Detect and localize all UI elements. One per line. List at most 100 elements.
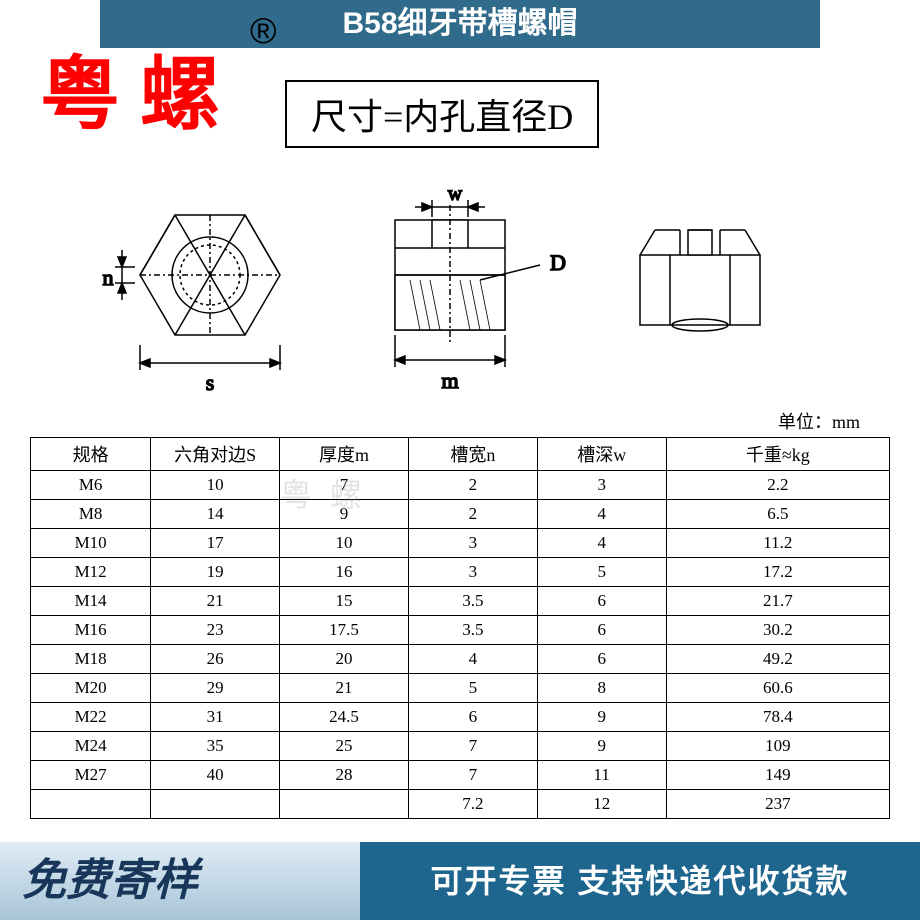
table-cell: 17.2 (666, 558, 889, 587)
table-cell: M18 (31, 645, 151, 674)
table-cell: 7 (408, 761, 537, 790)
table-cell: 21.7 (666, 587, 889, 616)
table-row: M162317.53.5630.2 (31, 616, 890, 645)
table-cell: 20 (280, 645, 409, 674)
table-cell (280, 790, 409, 819)
table-cell: 35 (151, 732, 280, 761)
table-cell: 30.2 (666, 616, 889, 645)
table-row: M1219163517.2 (31, 558, 890, 587)
table-cell: 16 (280, 558, 409, 587)
table-cell: 9 (537, 703, 666, 732)
table-header: 槽深w (537, 438, 666, 471)
table-cell: 10 (151, 471, 280, 500)
table-cell: 5 (408, 674, 537, 703)
table-cell: 2 (408, 500, 537, 529)
table-cell: 3 (408, 529, 537, 558)
table-cell: 9 (280, 500, 409, 529)
unit-label: 单位：mm (778, 408, 860, 434)
table-cell: 6 (537, 587, 666, 616)
svg-text:n: n (103, 265, 114, 290)
table-cell: M24 (31, 732, 151, 761)
table-cell: M22 (31, 703, 151, 732)
table-cell: M27 (31, 761, 151, 790)
table-cell: 12 (537, 790, 666, 819)
table-cell: 3 (408, 558, 537, 587)
table-row: 7.212237 (31, 790, 890, 819)
table-cell: 7 (408, 732, 537, 761)
table-cell: 24.5 (280, 703, 409, 732)
svg-text:D: D (550, 250, 566, 275)
table-cell: 6 (537, 616, 666, 645)
table-cell: 4 (537, 529, 666, 558)
table-cell: 6 (537, 645, 666, 674)
table-cell: 11.2 (666, 529, 889, 558)
table-cell (31, 790, 151, 819)
table-cell: 19 (151, 558, 280, 587)
table-cell: 3.5 (408, 616, 537, 645)
table-cell: 49.2 (666, 645, 889, 674)
svg-text:s: s (206, 370, 215, 395)
table-cell: 3 (537, 471, 666, 500)
table-row: M6107232.2 (31, 471, 890, 500)
table-header: 千重≈kg (666, 438, 889, 471)
table-cell: 21 (151, 587, 280, 616)
table-cell: 4 (537, 500, 666, 529)
table-cell: M8 (31, 500, 151, 529)
table-cell: 2 (408, 471, 537, 500)
table-row: M2029215860.6 (31, 674, 890, 703)
table-cell: 5 (537, 558, 666, 587)
table-header: 槽宽n (408, 438, 537, 471)
table-cell: 6 (408, 703, 537, 732)
table-cell: 14 (151, 500, 280, 529)
table-cell: 17.5 (280, 616, 409, 645)
svg-text:m: m (441, 368, 458, 393)
table-row: M24352579109 (31, 732, 890, 761)
table-cell: 25 (280, 732, 409, 761)
table-cell: 4 (408, 645, 537, 674)
table-cell: 60.6 (666, 674, 889, 703)
table-cell: 2.2 (666, 471, 889, 500)
table-cell: M6 (31, 471, 151, 500)
table-cell: 8 (537, 674, 666, 703)
dimension-note: 尺寸=内孔直径D (285, 80, 599, 148)
spec-table: 规格六角对边S厚度m槽宽n槽深w千重≈kg M6107232.2M8149246… (30, 437, 890, 819)
table-row: M8149246.5 (31, 500, 890, 529)
table-cell: 237 (666, 790, 889, 819)
table-cell: M10 (31, 529, 151, 558)
registered-mark: ® (250, 10, 277, 52)
table-cell: 7 (280, 471, 409, 500)
table-cell: 40 (151, 761, 280, 790)
table-header: 厚度m (280, 438, 409, 471)
table-cell (151, 790, 280, 819)
table-row: M223124.56978.4 (31, 703, 890, 732)
table-header: 规格 (31, 438, 151, 471)
table-cell: M20 (31, 674, 151, 703)
table-cell: 7.2 (408, 790, 537, 819)
table-cell: 23 (151, 616, 280, 645)
table-cell: 29 (151, 674, 280, 703)
table-cell: 3.5 (408, 587, 537, 616)
table-row: M1017103411.2 (31, 529, 890, 558)
table-cell: 10 (280, 529, 409, 558)
table-cell: 149 (666, 761, 889, 790)
brand-watermark: 粤螺 (40, 30, 240, 146)
table-cell: M14 (31, 587, 151, 616)
table-row: M274028711149 (31, 761, 890, 790)
table-header: 六角对边S (151, 438, 280, 471)
table-cell: 6.5 (666, 500, 889, 529)
table-cell: 17 (151, 529, 280, 558)
table-cell: 26 (151, 645, 280, 674)
table-row: M1826204649.2 (31, 645, 890, 674)
table-cell: M12 (31, 558, 151, 587)
table-cell: 15 (280, 587, 409, 616)
table-cell: 21 (280, 674, 409, 703)
table-row: M1421153.5621.7 (31, 587, 890, 616)
table-cell: 78.4 (666, 703, 889, 732)
table-cell: 109 (666, 732, 889, 761)
table-cell: 11 (537, 761, 666, 790)
technical-diagram: s n (60, 165, 860, 415)
footer-right: 可开专票 支持快递代收货款 (360, 842, 920, 920)
svg-text:w: w (448, 183, 463, 205)
table-cell: M16 (31, 616, 151, 645)
table-cell: 28 (280, 761, 409, 790)
